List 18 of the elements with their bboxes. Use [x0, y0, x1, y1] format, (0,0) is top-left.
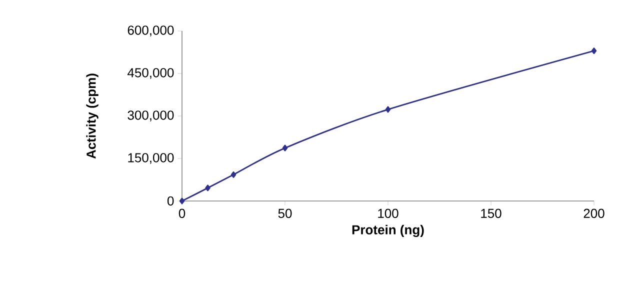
y-tick-label: 300,000 [128, 110, 174, 122]
x-tick-label: 200 [584, 208, 604, 218]
point [282, 144, 288, 152]
point [385, 106, 391, 113]
y-axis-title: Activity (cpm) [86, 74, 98, 159]
point [230, 171, 236, 178]
y-tick-label: 600,000 [128, 26, 174, 36]
x-axis-title: Protein (ng) [352, 224, 424, 238]
point [179, 198, 185, 204]
x-tick-label: 100 [378, 208, 398, 218]
x-tick-label: 50 [278, 208, 292, 218]
y-tick-label: 0 [167, 196, 174, 206]
x-tick-label: 0 [178, 208, 186, 218]
y-tick-label: 150,000 [128, 153, 174, 164]
point [591, 48, 597, 54]
point [205, 184, 210, 192]
x-tick-label: 150 [481, 208, 502, 218]
y-tick-label: 450,000 [128, 68, 174, 79]
